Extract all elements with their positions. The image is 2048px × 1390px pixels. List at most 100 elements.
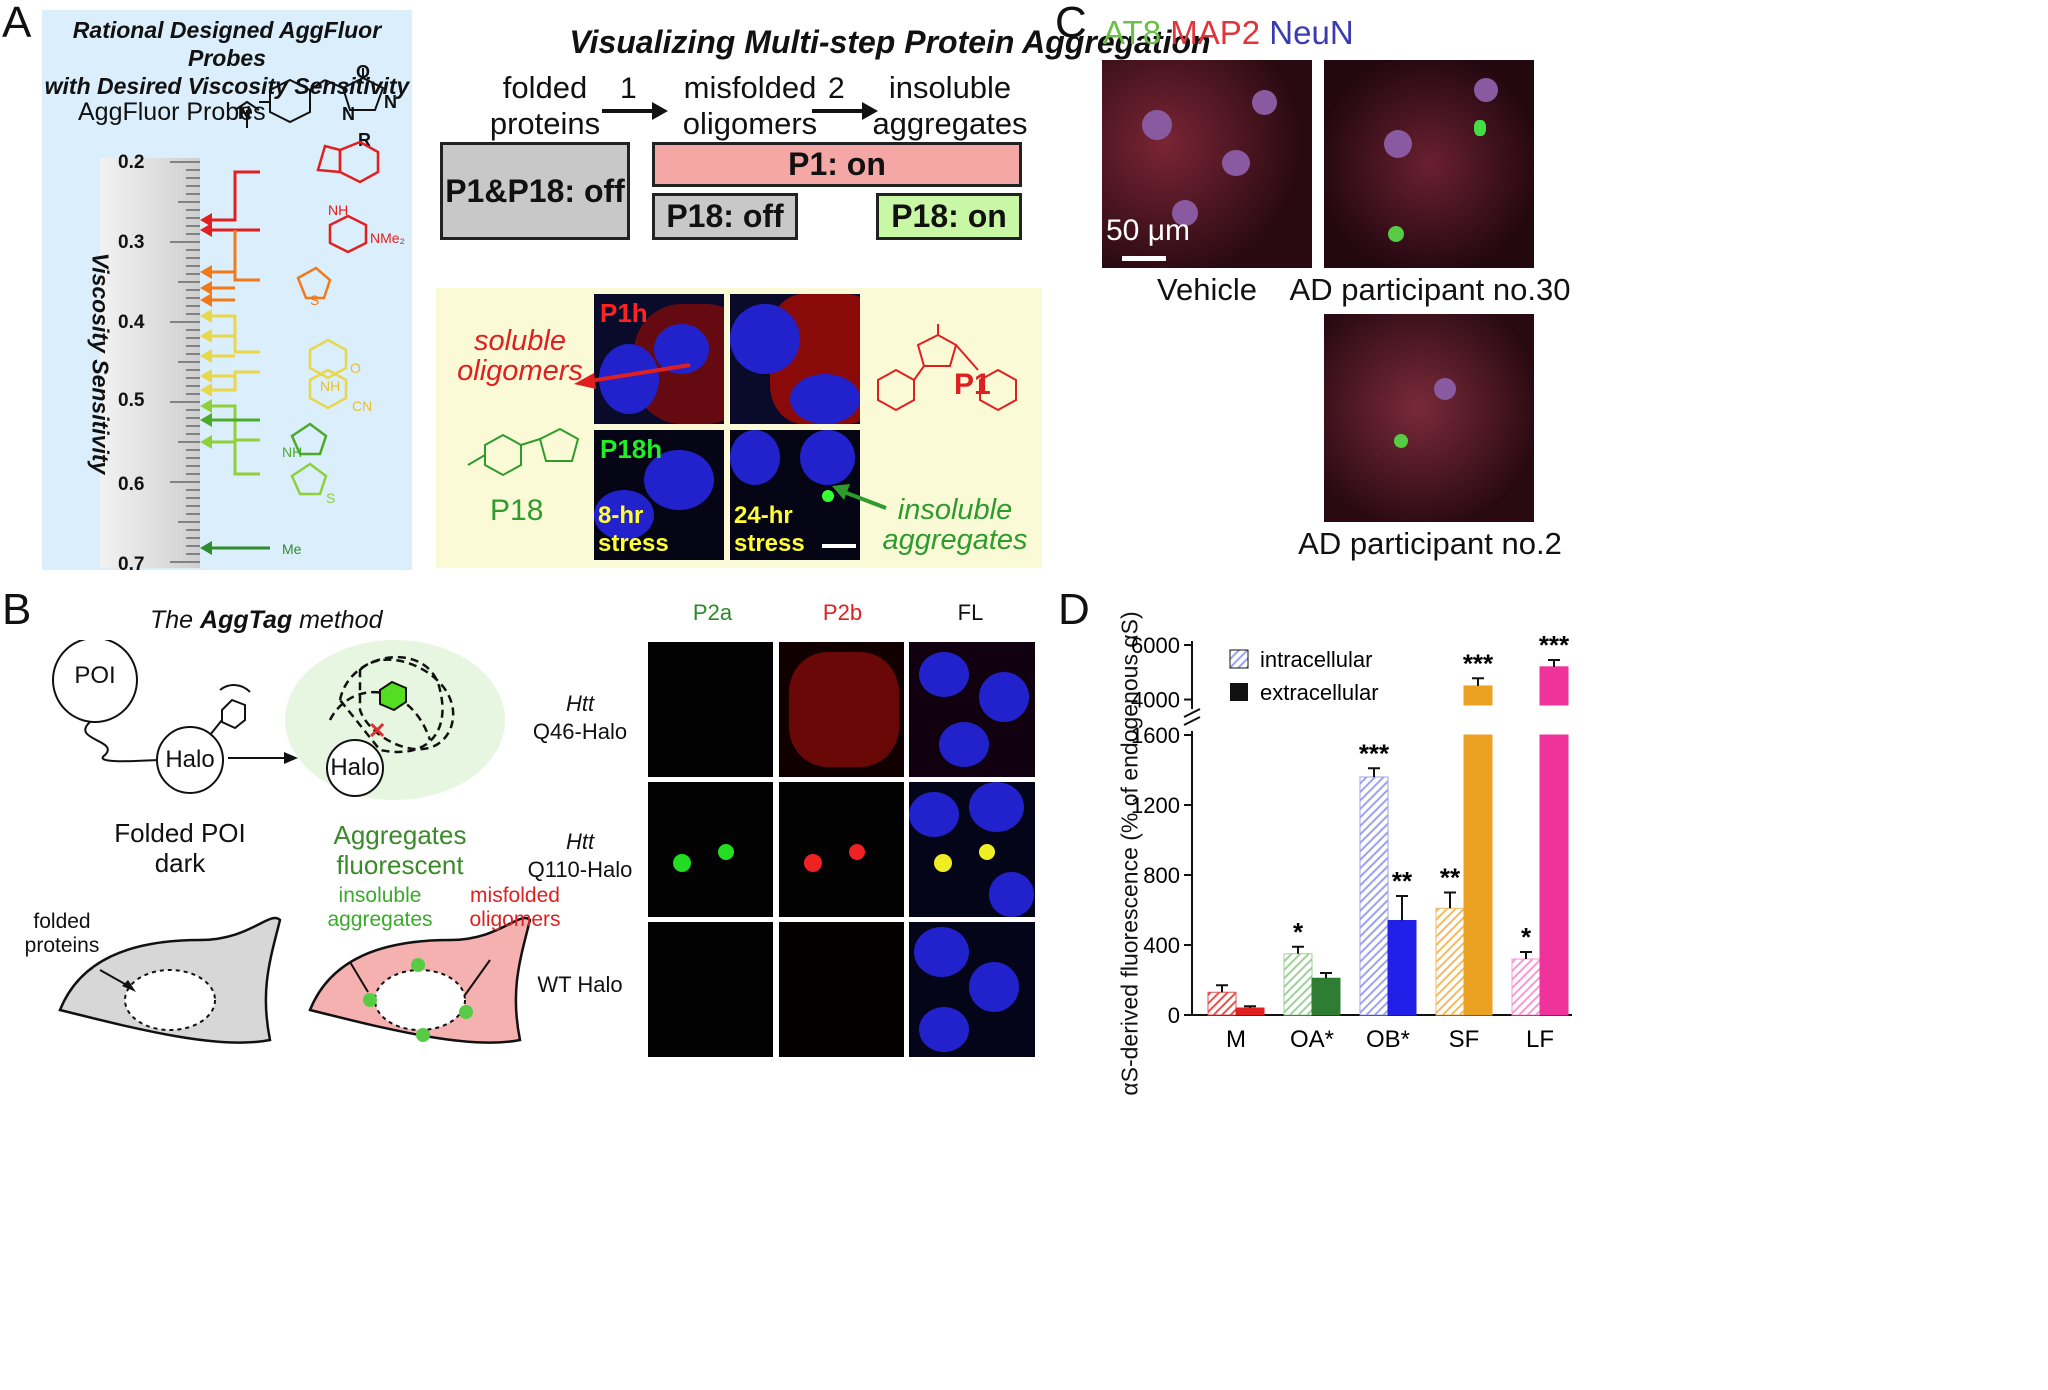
- img-q110-p2a: [648, 782, 773, 917]
- y-tick-label: 6000: [1131, 633, 1180, 658]
- bar-extracellular-SF: [1463, 734, 1493, 1016]
- label-24hr-b: stress: [734, 530, 805, 557]
- x-tick-label: M: [1226, 1026, 1246, 1053]
- label-8hr-b: stress: [598, 530, 669, 557]
- scale-label: 50 μm: [1106, 214, 1190, 247]
- x-tick-label: OB*: [1366, 1026, 1410, 1053]
- step-1: 1: [620, 72, 637, 105]
- legend-extracellular: extracellular: [1260, 680, 1379, 705]
- caption-ad30: AD participant no.30: [1289, 272, 1571, 307]
- bar-extracellular-OB*: [1387, 920, 1417, 1016]
- label-p18h: P18h: [600, 434, 663, 464]
- tick-0.5: 0.5: [118, 390, 145, 411]
- scale-bar: [1122, 256, 1166, 261]
- stage-insoluble-l2: aggregates: [872, 106, 1028, 141]
- tick-0.3: 0.3: [118, 232, 145, 253]
- bar-intracellular-LF: [1511, 958, 1541, 1016]
- viscosity-ruler: [100, 158, 200, 568]
- bar-extracellular-LF: [1539, 734, 1569, 1016]
- n-dimethyl: N: [238, 103, 251, 123]
- row-label-wt: WT Halo: [537, 972, 623, 997]
- sub-hn: NH: [282, 444, 303, 460]
- tick-0.4: 0.4: [118, 312, 145, 333]
- label-24hr-a: 24-hr: [734, 502, 793, 529]
- ruler-title: Rational Designed AggFluor Probes with D…: [42, 16, 412, 100]
- panel-c-label: C: [1055, 0, 1087, 47]
- significance-intracellular-OA*: *: [1293, 917, 1304, 947]
- legend-swatch-intracellular: [1229, 649, 1249, 669]
- label-insoluble-aggregates: insoluble aggregates: [870, 495, 1040, 555]
- significance-extracellular-LF: ***: [1539, 630, 1570, 660]
- insoluble-l1: insoluble: [897, 494, 1013, 526]
- axis-break-mark: [1183, 708, 1201, 718]
- label-p1h: P1h: [600, 298, 648, 328]
- carbonyl-o: O: [356, 62, 371, 82]
- img-wt-p2b: [779, 922, 904, 1057]
- box-p18-off: P18: off: [652, 193, 798, 240]
- label-8hr-a: 8-hr: [598, 502, 644, 529]
- folded-poi-l1: Folded POI: [114, 818, 246, 848]
- box-p1-p18-off: P1&P18: off: [440, 142, 630, 240]
- panel-b-label: B: [2, 585, 32, 634]
- col-header-p2a: P2a: [692, 600, 733, 625]
- sub-me: Me: [282, 541, 302, 557]
- cell-folded-l1: folded: [33, 910, 91, 933]
- cell-insoluble-l1: insoluble: [338, 884, 422, 907]
- cell-misfolded-label: misfolded oligomers: [450, 884, 580, 932]
- soluble-arrow: [574, 363, 691, 389]
- micro-ad30: [1324, 60, 1534, 268]
- chart-d: 0 400 800 1200 1600 4000 6000 intracellular extr…: [1131, 630, 1572, 1053]
- ring-n1: N: [384, 92, 397, 112]
- micro-p1h-1: P1h: [594, 294, 724, 424]
- cell-misfolded-l2: oligomers: [469, 908, 561, 931]
- img-q46-p2a: [648, 642, 773, 777]
- legend-swatch-extracellular: [1230, 683, 1248, 701]
- micro-ad2: [1324, 314, 1534, 522]
- img-wt-p2a: [648, 922, 773, 1057]
- img-q46-fl: [909, 642, 1035, 777]
- micro-p18h-2: 24-hr stress: [730, 430, 860, 560]
- significance-extracellular-OB*: **: [1392, 866, 1413, 896]
- box-p18-on: P18: on: [876, 193, 1022, 240]
- caption-vehicle: Vehicle: [1157, 272, 1257, 307]
- halo-2: Halo: [330, 754, 380, 781]
- bar-intracellular-M: [1207, 991, 1237, 1016]
- img-q110-fl: [909, 782, 1035, 917]
- img-q110-p2b: [779, 782, 904, 917]
- aggregates-l2: fluorescent: [336, 850, 464, 880]
- folded-poi-caption: Folded POI dark: [80, 818, 280, 878]
- micro-p18h-1: P18h 8-hr stress: [594, 430, 724, 560]
- sub-s1: S: [310, 292, 320, 308]
- ruler-title-line1: Rational Designed AggFluor Probes: [72, 17, 382, 71]
- tick-0.6: 0.6: [118, 474, 145, 495]
- micro-vehicle: 50 μm: [1102, 60, 1312, 268]
- aggtag-title-post: method: [292, 606, 383, 634]
- row-q110-construct: Q110-Halo: [527, 857, 633, 882]
- row-q46-gene: Htt: [565, 691, 595, 716]
- sub-s2: S: [326, 490, 336, 506]
- step-1-arrow: [602, 102, 668, 120]
- stage-folded-l2: proteins: [489, 106, 601, 141]
- aggtag-schematic: ✕: [52, 640, 505, 800]
- probe-label: AggFluor Probes: [78, 98, 266, 126]
- y-tick-label: 400: [1143, 933, 1180, 958]
- cell-diagrams: [58, 916, 532, 1044]
- stain-at8: AT8: [1103, 14, 1162, 51]
- cell-folded-label: folded proteins: [12, 910, 112, 958]
- ring-n2: N: [342, 104, 355, 124]
- row-q46-construct: Q46-Halo: [532, 719, 628, 744]
- y-tick-label: 0: [1168, 1003, 1180, 1028]
- folded-poi-l2: dark: [154, 848, 206, 878]
- caption-ad2: AD participant no.2: [1298, 526, 1562, 561]
- cell-insoluble-l2: aggregates: [327, 908, 433, 931]
- y-tick-label: 1200: [1131, 793, 1180, 818]
- bar-extracellular-M: [1235, 1007, 1265, 1016]
- step-2: 2: [828, 72, 845, 105]
- insoluble-arrow: [832, 484, 887, 510]
- stage-insoluble-l1: insoluble: [888, 70, 1012, 105]
- x-tick-label: LF: [1526, 1026, 1554, 1053]
- cell-insoluble-label: insoluble aggregates: [315, 884, 445, 932]
- viscosity-arrows: [200, 140, 380, 555]
- y-tick-label: 4000: [1131, 688, 1180, 713]
- p18-structure: [467, 427, 580, 477]
